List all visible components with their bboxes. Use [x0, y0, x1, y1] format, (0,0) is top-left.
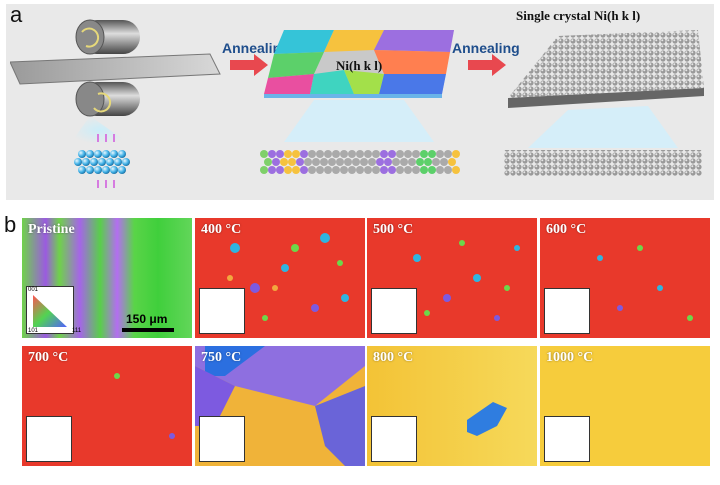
ebsd-tile-pristine: Pristine 001 101 111 150 μm	[22, 218, 192, 338]
annealing-arrow-2	[468, 54, 506, 76]
single-crystal-title: Single crystal Ni(h k l)	[516, 8, 641, 23]
ebsd-tile-500: 500 °C	[367, 218, 537, 338]
tile-label: 700 °C	[28, 350, 69, 365]
tile-label: 400 °C	[201, 222, 242, 237]
pole-figure-inset	[371, 416, 417, 462]
ebsd-tile-750: 750 °C	[195, 346, 365, 466]
pole-figure-inset	[199, 288, 245, 334]
tile-label: Pristine	[28, 222, 75, 237]
ipf-label-bottom-left: 101	[28, 328, 39, 334]
ipf-label-bottom-right: 111	[72, 328, 82, 334]
polycrystal-illustration	[260, 30, 460, 174]
pole-figure-inset	[544, 416, 590, 462]
single-crystal-illustration	[504, 30, 704, 176]
ipf-triangle-icon	[33, 295, 67, 327]
grain-map	[212, 233, 349, 321]
pole-figure-inset	[544, 288, 590, 334]
panel-a-label: a	[10, 2, 23, 27]
ebsd-tile-600: 600 °C	[540, 218, 710, 338]
tile-label: 800 °C	[373, 350, 414, 365]
tile-label: 600 °C	[546, 222, 587, 237]
ipf-colour-key: 001 101	[26, 286, 74, 334]
annealing-label-2: Annealing	[452, 40, 520, 56]
ebsd-tile-800: 800 °C	[367, 346, 537, 466]
annealing-arrow-1	[230, 54, 268, 76]
pole-figure-inset	[199, 416, 245, 462]
scale-bar	[122, 328, 174, 332]
grain-map	[195, 346, 365, 466]
pole-figure-inset	[26, 416, 72, 462]
grain-map	[413, 240, 520, 321]
pole-figure-inset	[371, 288, 417, 334]
tile-label: 750 °C	[201, 350, 242, 365]
ebsd-tile-700: 700 °C	[22, 346, 192, 466]
ebsd-tile-1000: 1000 °C	[540, 346, 710, 466]
grain-map	[467, 402, 507, 436]
tile-label: 500 °C	[373, 222, 414, 237]
annealing-label-1: Annealing	[222, 40, 290, 56]
polycrystal-label: Ni(h k l)	[336, 58, 383, 73]
ebsd-tile-400: 400 °C	[195, 218, 365, 338]
tile-label: 1000 °C	[546, 350, 594, 365]
ipf-label-top: 001	[28, 287, 39, 293]
scale-bar-label: 150 μm	[126, 312, 168, 326]
rolling-illustration	[10, 19, 221, 188]
grain-map	[114, 373, 175, 439]
grain-map	[597, 245, 693, 321]
panel-b-label: b	[4, 212, 17, 237]
